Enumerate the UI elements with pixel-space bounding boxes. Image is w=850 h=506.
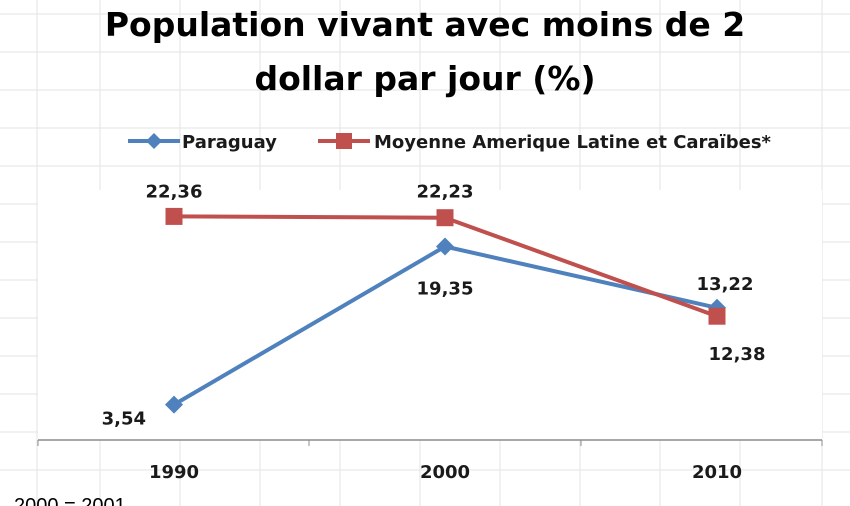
point-marker-1-2010 [708,307,726,325]
data-label-0-2010: 13,22 [697,274,754,295]
data-label-1-2010: 12,38 [709,344,766,365]
legend-label-paraguay: Paraguay [182,132,277,153]
data-label-0-2000: 19,35 [417,279,474,300]
point-marker-1-2000 [436,209,454,227]
x-tick-label-2010: 2010 [692,462,742,483]
point-marker-0-2000 [436,237,454,256]
legend-marker-moyenne [336,133,352,149]
x-tick-label-2000: 2000 [420,462,470,483]
legend: Paraguay Moyenne Amerique Latine et Cara… [128,132,772,153]
data-label-0-1990: 3,54 [102,409,146,430]
data-label-1-1990: 22,36 [146,181,203,202]
plot-area [38,190,822,440]
footnote: 2000 = 2001 [14,495,126,506]
chart-title-line-1: Population vivant avec moins de 2 [105,5,745,44]
point-marker-0-1990 [165,395,183,414]
data-label-1-2000: 22,23 [417,182,474,203]
x-axis-ticks: 1990 2000 2010 [37,440,823,483]
x-tick-label-1990: 1990 [149,462,199,483]
legend-marker-paraguay [146,133,162,149]
chart-title-line-2: dollar par jour (%) [254,59,595,98]
legend-label-moyenne: Moyenne Amerique Latine et Caraïbes* [374,132,772,153]
series-layer: 3,54 19,35 13,22 22,36 22,23 12,38 [102,181,766,429]
point-marker-1-1990 [165,207,183,225]
